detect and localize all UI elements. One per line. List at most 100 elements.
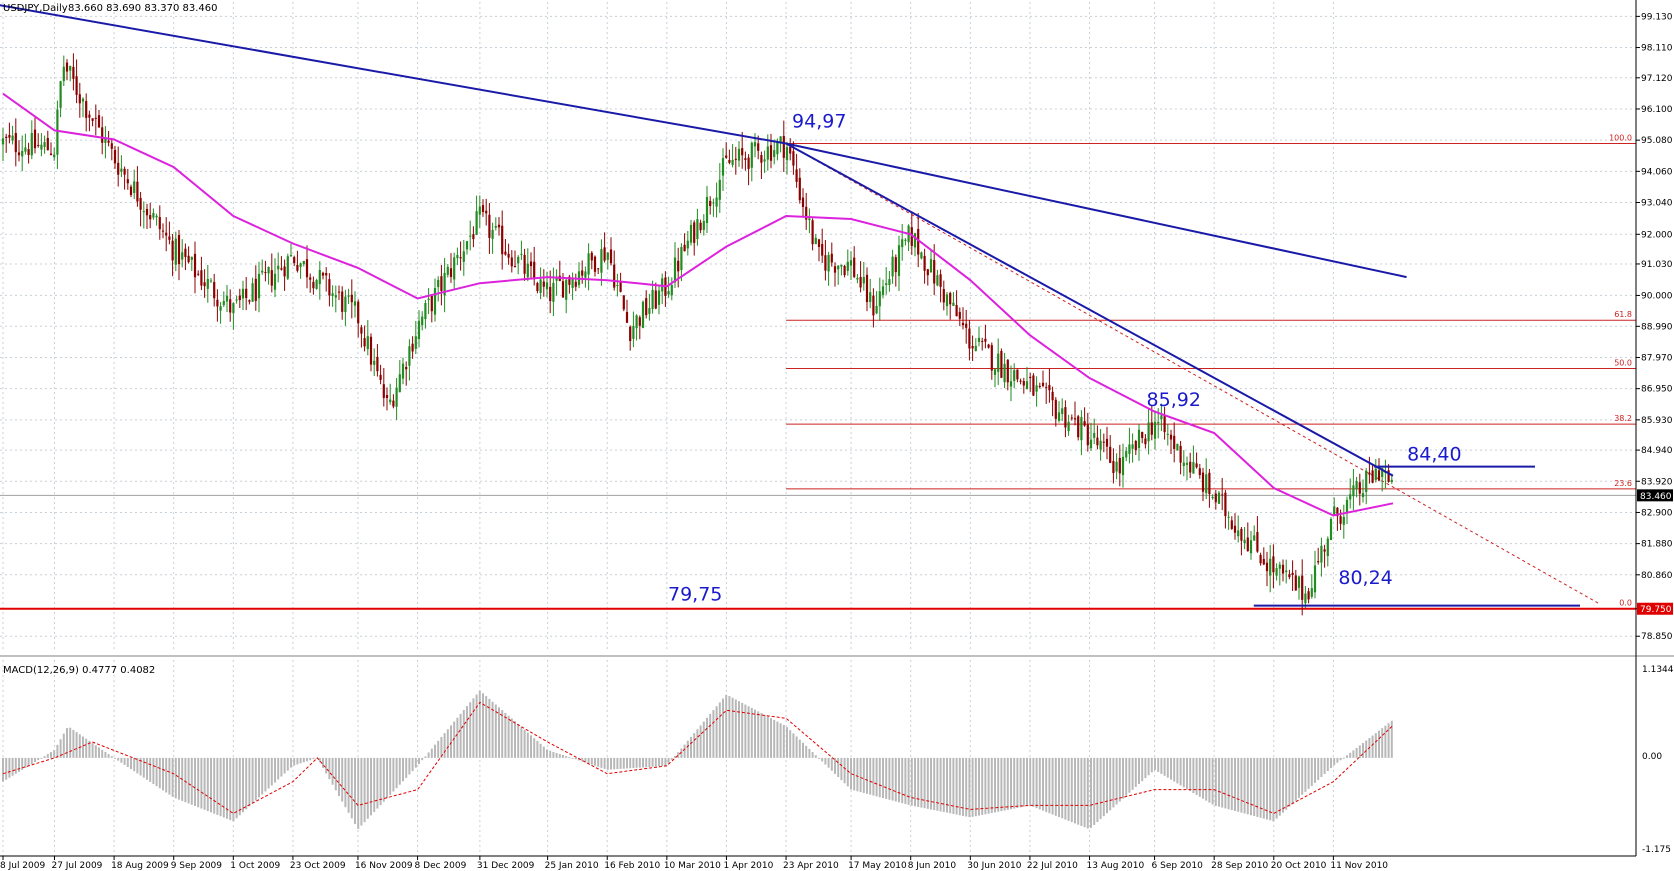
macd-bar <box>1362 742 1364 758</box>
macd-bar <box>1272 757 1275 822</box>
candle-bear <box>910 227 913 247</box>
candle-bear <box>747 157 750 169</box>
macd-bar <box>264 757 267 792</box>
candle-bear <box>501 225 504 255</box>
macd-bar <box>914 757 916 807</box>
candle-bull <box>1003 363 1006 383</box>
candle-bear <box>990 345 993 371</box>
macd-bar <box>1330 757 1332 769</box>
candle-bear <box>830 253 833 263</box>
candle-bull <box>1 138 5 145</box>
candle-bull <box>277 265 280 270</box>
price-tick-label: 97.120 <box>1641 74 1673 84</box>
macd-bar <box>270 757 273 786</box>
macd-bar <box>987 757 990 814</box>
macd-bar <box>1006 757 1009 810</box>
candle-bull <box>712 202 715 204</box>
macd-bar <box>1003 757 1006 811</box>
time-tick-label: 10 Mar 2010 <box>664 861 721 871</box>
candle-bull <box>1249 540 1253 554</box>
macd-bar <box>1096 757 1099 823</box>
candle-bull <box>398 374 401 393</box>
candle-bull <box>587 253 590 275</box>
candle-bull <box>670 285 673 296</box>
candle-bull <box>1285 570 1288 573</box>
price-tick-label: 92.000 <box>1641 230 1673 240</box>
candle-bull <box>424 303 427 320</box>
candle-bear <box>1377 470 1381 481</box>
macd-bar <box>338 757 340 796</box>
candle-bull <box>1137 429 1141 449</box>
candle-bull <box>443 272 446 296</box>
candle-bear <box>1141 431 1144 439</box>
candle-bull <box>261 270 264 273</box>
macd-bar <box>1115 757 1118 805</box>
candle-bear <box>523 254 526 274</box>
macd-bar <box>853 757 856 791</box>
candle-bull <box>1153 421 1157 439</box>
macd-bar <box>437 740 440 758</box>
macd-bar <box>1387 723 1390 758</box>
candle-bull <box>1390 479 1393 483</box>
candle-bull <box>785 147 789 161</box>
macd-bar <box>990 757 993 814</box>
candle-bear <box>200 270 203 286</box>
support-price-label: 79.750 <box>1640 605 1672 615</box>
candle-bull <box>689 224 693 243</box>
candle-bear <box>270 270 273 286</box>
macd-label: MACD(12,26,9) 0.4777 0.4082 <box>3 665 155 676</box>
macd-bar <box>91 743 94 758</box>
macd-bar <box>1307 757 1310 789</box>
macd-bar <box>939 757 942 812</box>
candle-bear <box>1233 525 1237 533</box>
macd-tick-bottom: -1.175 <box>1642 845 1671 855</box>
macd-bar <box>325 757 328 774</box>
candle-bear <box>1163 416 1166 433</box>
macd-bar <box>1224 757 1227 809</box>
macd-bar <box>520 726 523 758</box>
candle-bear <box>177 234 181 265</box>
macd-bar <box>542 746 545 758</box>
candle-bull <box>721 158 725 176</box>
macd-bar <box>773 719 776 758</box>
macd-bar <box>1035 757 1038 809</box>
macd-bar <box>453 721 456 758</box>
macd-bar <box>658 757 660 767</box>
macd-bar <box>1061 757 1064 819</box>
price-tick-label: 95.080 <box>1641 136 1673 146</box>
fib-level-label: 50.0 <box>1614 358 1632 367</box>
candle-bull <box>401 363 405 379</box>
macd-bar <box>539 743 542 758</box>
candle-bear <box>1077 416 1080 438</box>
macd-bar <box>1160 757 1163 774</box>
time-tick-label: 11 Nov 2010 <box>1330 861 1388 871</box>
fib-level-label: 23.6 <box>1614 479 1632 488</box>
candle-bull <box>1131 444 1134 449</box>
candle-bear <box>113 149 117 164</box>
macd-bar <box>590 757 593 765</box>
candle-bear <box>1070 417 1073 419</box>
price-tick-label: 84.940 <box>1641 446 1673 456</box>
candle-bull <box>731 159 734 165</box>
macd-bar <box>933 757 936 811</box>
candle-bear <box>961 322 965 326</box>
macd-bar <box>632 757 635 769</box>
candle-bull <box>417 320 421 340</box>
candle-bear <box>488 214 491 238</box>
macd-bar <box>1240 757 1243 813</box>
macd-bar <box>718 702 721 758</box>
macd-bar <box>14 757 17 774</box>
macd-bar <box>843 757 846 784</box>
candle-bear <box>94 117 97 119</box>
candle-bull <box>1192 462 1195 474</box>
candle-bear <box>1144 438 1147 445</box>
macd-bar <box>1179 757 1182 786</box>
candle-bull <box>945 294 949 307</box>
candle-bear <box>75 76 78 95</box>
macd-bar <box>1384 725 1387 758</box>
macd-bar <box>242 757 244 813</box>
candle-bear <box>581 270 584 276</box>
macd-bar <box>1144 757 1147 779</box>
candle-bear <box>821 244 824 256</box>
candle-bear <box>734 158 737 160</box>
